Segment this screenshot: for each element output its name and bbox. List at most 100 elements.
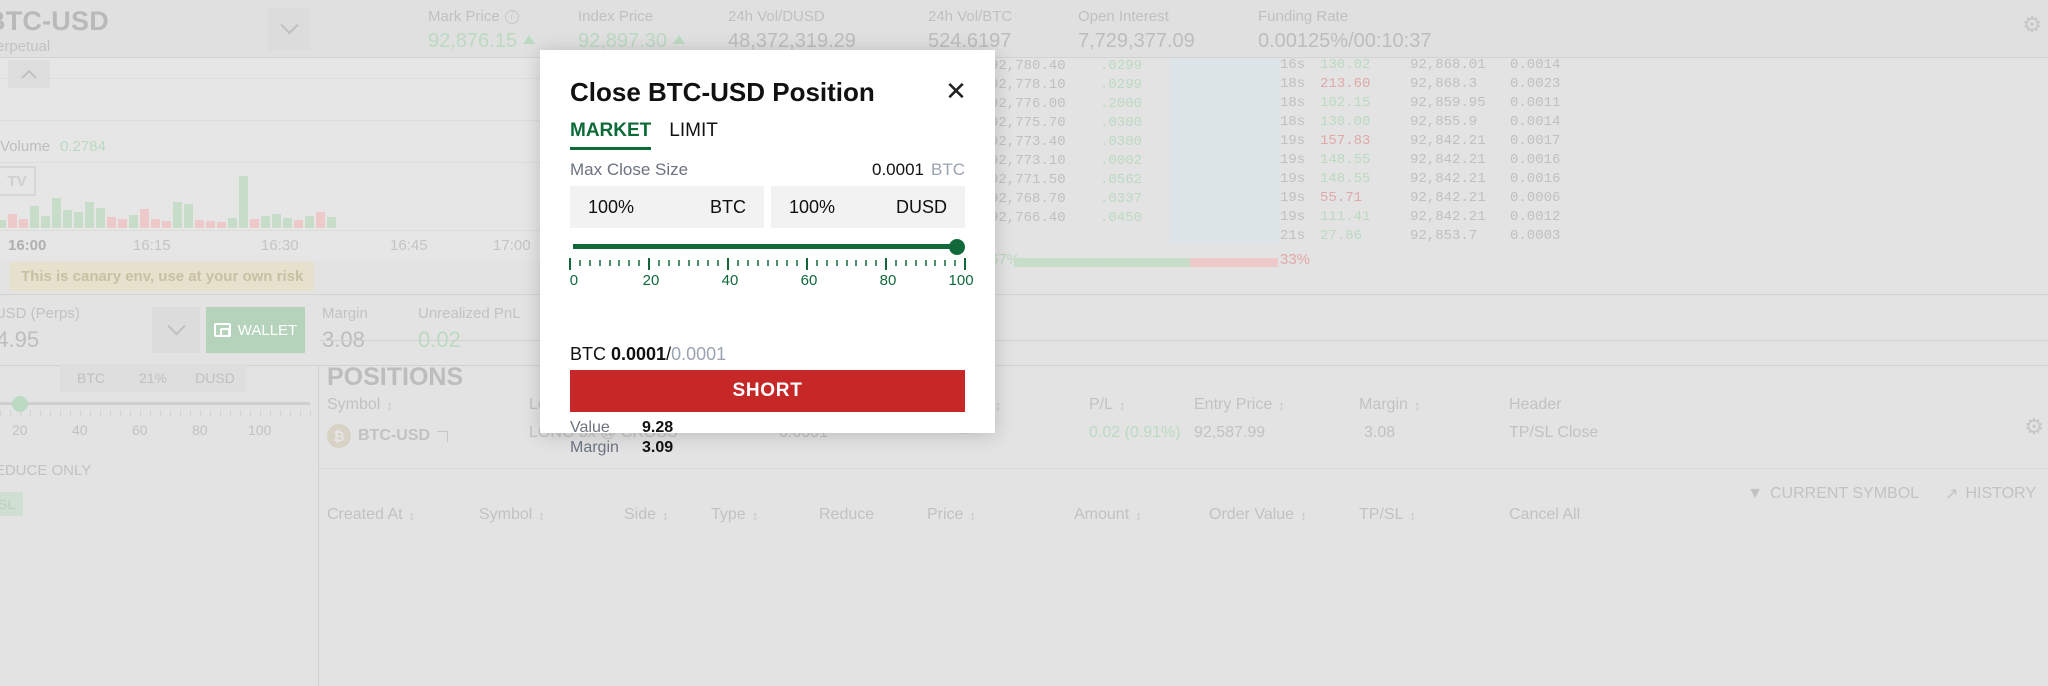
reduce-only-label[interactable]: REDUCE ONLY: [0, 462, 92, 479]
orderbook-level-size: .0300: [1100, 134, 1143, 150]
column-cancel-all[interactable]: Cancel All: [1509, 506, 1581, 523]
trade-price: 92,855.9: [1410, 114, 1478, 130]
info-icon[interactable]: i: [504, 9, 519, 24]
slider-tick-labels: 0 20 40 60 80 100: [569, 272, 974, 290]
leverage-slider-track[interactable]: [0, 402, 310, 405]
tab-market[interactable]: MARKET: [570, 120, 652, 150]
stat-24h-vol-btc: 24h Vol/BTC 524.6197: [928, 8, 1012, 53]
cell-symbol[interactable]: ₿ BTC-USD: [327, 424, 448, 448]
column-created-at[interactable]: Created At ↕: [327, 506, 416, 523]
column-amount[interactable]: Amount ↕: [1074, 506, 1142, 523]
stop-loss-chip[interactable]: SL: [0, 492, 24, 516]
size-input-btc-currency: BTC: [710, 196, 746, 217]
slider-track[interactable]: [573, 239, 965, 255]
quantity-prefix: BTC: [570, 344, 606, 364]
column-symbol[interactable]: Symbol ↕: [479, 506, 545, 523]
tab-percent[interactable]: 21%: [122, 364, 184, 392]
balance-label: DUSD (Perps): [0, 305, 80, 322]
sort-icon: ↕: [386, 397, 393, 413]
account-selector-button[interactable]: [152, 307, 200, 353]
trade-size: 0.0017: [1510, 133, 1561, 149]
summary-value-label: Value: [570, 419, 610, 436]
orderbook-level-price: 92,766.40: [990, 210, 1066, 226]
sort-icon: ↕: [538, 507, 545, 523]
stat-value: 0.00125%/00:10:37: [1258, 30, 1432, 52]
chart-collapse-button[interactable]: [8, 60, 50, 88]
column-margin[interactable]: Margin ↕: [1359, 396, 1421, 413]
cell-actions[interactable]: TP/SL Close: [1509, 424, 1599, 441]
trade-amount: 148.55: [1320, 171, 1371, 187]
time-tick: 17:00: [493, 237, 531, 254]
leverage-slider-knob[interactable]: [12, 396, 28, 412]
slider-tick-label: 20: [642, 272, 660, 289]
column-tpsl[interactable]: TP/SL ↕: [1359, 506, 1416, 523]
column-header[interactable]: Header: [1509, 396, 1562, 413]
margin-value: 3.08: [322, 327, 365, 352]
orderbook-level-price: 92,776.00: [990, 96, 1066, 112]
tab-btc[interactable]: BTC: [60, 364, 122, 392]
stat-label: Index Price: [578, 8, 654, 25]
column-symbol[interactable]: Symbol ↕: [327, 396, 393, 413]
size-input-btc[interactable]: 100% BTC: [570, 186, 764, 228]
trade-age: 19s: [1280, 190, 1306, 206]
sort-icon: ↕: [751, 507, 759, 523]
close-position-modal: Close BTC-USD Position ✕ MARKET LIMIT Ma…: [540, 50, 995, 456]
quantity-max: 0.0001: [671, 344, 727, 364]
volume-bars: [0, 170, 548, 228]
column-entry-price[interactable]: Entry Price ↕: [1194, 396, 1285, 413]
submit-short-button[interactable]: SHORT: [570, 370, 965, 412]
time-tick: 16:15: [133, 237, 171, 254]
slider-tick-label: 0: [569, 272, 579, 289]
column-type[interactable]: Type ↕: [711, 506, 759, 523]
orderbook-depth-bar: 67% 33%: [990, 251, 1550, 273]
market-selector-button[interactable]: [268, 8, 310, 50]
trade-amount: 157.83: [1320, 133, 1371, 149]
column-order-value[interactable]: Order Value ↕: [1209, 506, 1307, 523]
cell-entry-price: 92,587.99: [1194, 424, 1266, 441]
trade-price: 92,842.21: [1410, 152, 1486, 168]
column-reduce[interactable]: Reduce: [819, 506, 875, 523]
trade-age: 19s: [1280, 133, 1306, 149]
history-button[interactable]: ↗ HISTORY: [1945, 484, 2036, 504]
quantity-value: 0.0001: [611, 344, 667, 364]
trade-amount: 130.02: [1320, 57, 1371, 73]
stat-funding-rate: Funding Rate 0.00125%/00:10:37: [1258, 8, 1432, 53]
column-side[interactable]: Side ↕: [624, 506, 669, 523]
trade-size: 0.0014: [1510, 57, 1561, 73]
trade-price: 92,842.21: [1410, 133, 1486, 149]
slider-tick-label: 60: [800, 272, 818, 289]
trade-age: 18s: [1280, 95, 1306, 111]
stat-label: Funding Rate: [1258, 8, 1349, 25]
orderbook-level-price: 92,771.50: [990, 172, 1066, 188]
trade-price: 92,868.3: [1410, 76, 1478, 92]
cell-pl: 0.02 (0.91%): [1089, 424, 1181, 441]
tab-dusd[interactable]: DUSD: [184, 364, 246, 392]
wallet-button[interactable]: WALLET: [206, 307, 305, 353]
unrealized-pnl-label: Unrealized PnL: [418, 305, 521, 322]
trade-size: 0.0014: [1510, 114, 1561, 130]
close-icon[interactable]: ✕: [945, 76, 967, 106]
bitcoin-icon: ₿: [327, 424, 351, 448]
external-link-icon[interactable]: [437, 430, 448, 442]
tab-limit[interactable]: LIMIT: [669, 120, 718, 141]
slider-knob[interactable]: [949, 239, 965, 255]
order-form-tabs: BTC 21% DUSD: [60, 364, 246, 392]
trade-age: 19s: [1280, 171, 1306, 187]
price-chart-panel: Volume 0.2784 TV 16:00 16:15 16:30 16:45 …: [0, 58, 548, 260]
market-symbol-subtitle: Perpetual: [0, 38, 51, 55]
settings-gear-icon[interactable]: ⚙: [2022, 12, 2042, 37]
sort-icon: ↕: [1278, 397, 1285, 413]
sort-icon: ↕: [1300, 507, 1307, 523]
trade-price: 92,842.21: [1410, 190, 1486, 206]
column-pl[interactable]: P/L ↕: [1089, 396, 1126, 413]
filter-current-symbol-button[interactable]: ▼ CURRENT SYMBOL: [1747, 484, 1919, 504]
orders-settings-gear-icon[interactable]: ⚙: [2024, 414, 2044, 439]
sell-percent: 33%: [1280, 251, 1311, 268]
column-price[interactable]: Price ↕: [927, 506, 976, 523]
stat-label: Mark Price: [428, 8, 500, 25]
stat-label: 24h Vol/BTC: [928, 8, 1013, 25]
leverage-tick: 20: [12, 422, 28, 438]
size-input-dusd[interactable]: 100% DUSD: [771, 186, 965, 228]
stat-index-price: Index Price 92,897.30: [578, 8, 685, 53]
filter-label: CURRENT SYMBOL: [1769, 485, 1920, 502]
